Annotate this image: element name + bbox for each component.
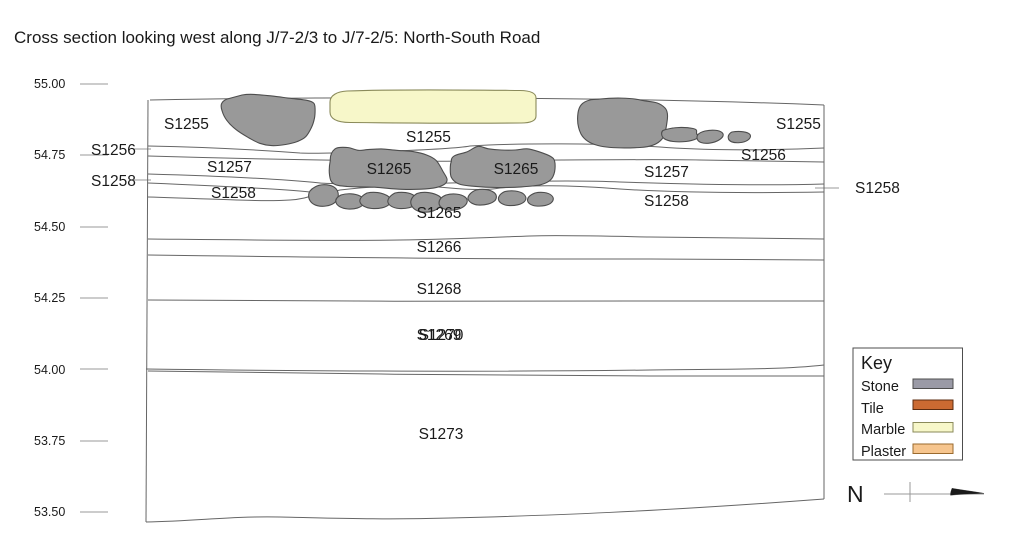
svg-text:S1257: S1257 (644, 164, 689, 181)
svg-text:S1256: S1256 (741, 147, 786, 164)
svg-text:54.25: 54.25 (34, 291, 65, 305)
svg-text:S1256: S1256 (91, 142, 136, 159)
svg-text:S1265: S1265 (494, 161, 539, 178)
svg-text:S1268: S1268 (417, 281, 462, 298)
svg-text:S1258: S1258 (211, 185, 256, 202)
svg-text:54.00: 54.00 (34, 363, 65, 377)
svg-text:S1265: S1265 (417, 205, 462, 222)
svg-text:N: N (847, 481, 864, 507)
svg-text:S1258: S1258 (644, 193, 689, 210)
svg-text:S1258: S1258 (855, 180, 900, 197)
svg-text:Tile: Tile (861, 401, 884, 417)
svg-text:Marble: Marble (861, 422, 905, 438)
svg-text:55.00: 55.00 (34, 77, 65, 91)
svg-text:S1257: S1257 (207, 159, 252, 176)
svg-text:Stone: Stone (861, 379, 899, 395)
svg-text:S1255: S1255 (776, 116, 821, 133)
svg-text:S1266: S1266 (417, 239, 462, 256)
svg-text:53.50: 53.50 (34, 505, 65, 519)
svg-text:S1258: S1258 (91, 173, 136, 190)
svg-text:54.50: 54.50 (34, 220, 65, 234)
svg-text:S1255: S1255 (164, 116, 209, 133)
svg-text:54.75: 54.75 (34, 148, 65, 162)
svg-text:S1270: S1270 (419, 327, 464, 344)
svg-text:S1265: S1265 (367, 161, 412, 178)
svg-text:53.75: 53.75 (34, 434, 65, 448)
svg-text:Key: Key (861, 353, 892, 373)
svg-text:S1273: S1273 (419, 426, 464, 443)
svg-text:Plaster: Plaster (861, 444, 906, 460)
svg-text:S1255: S1255 (406, 129, 451, 146)
